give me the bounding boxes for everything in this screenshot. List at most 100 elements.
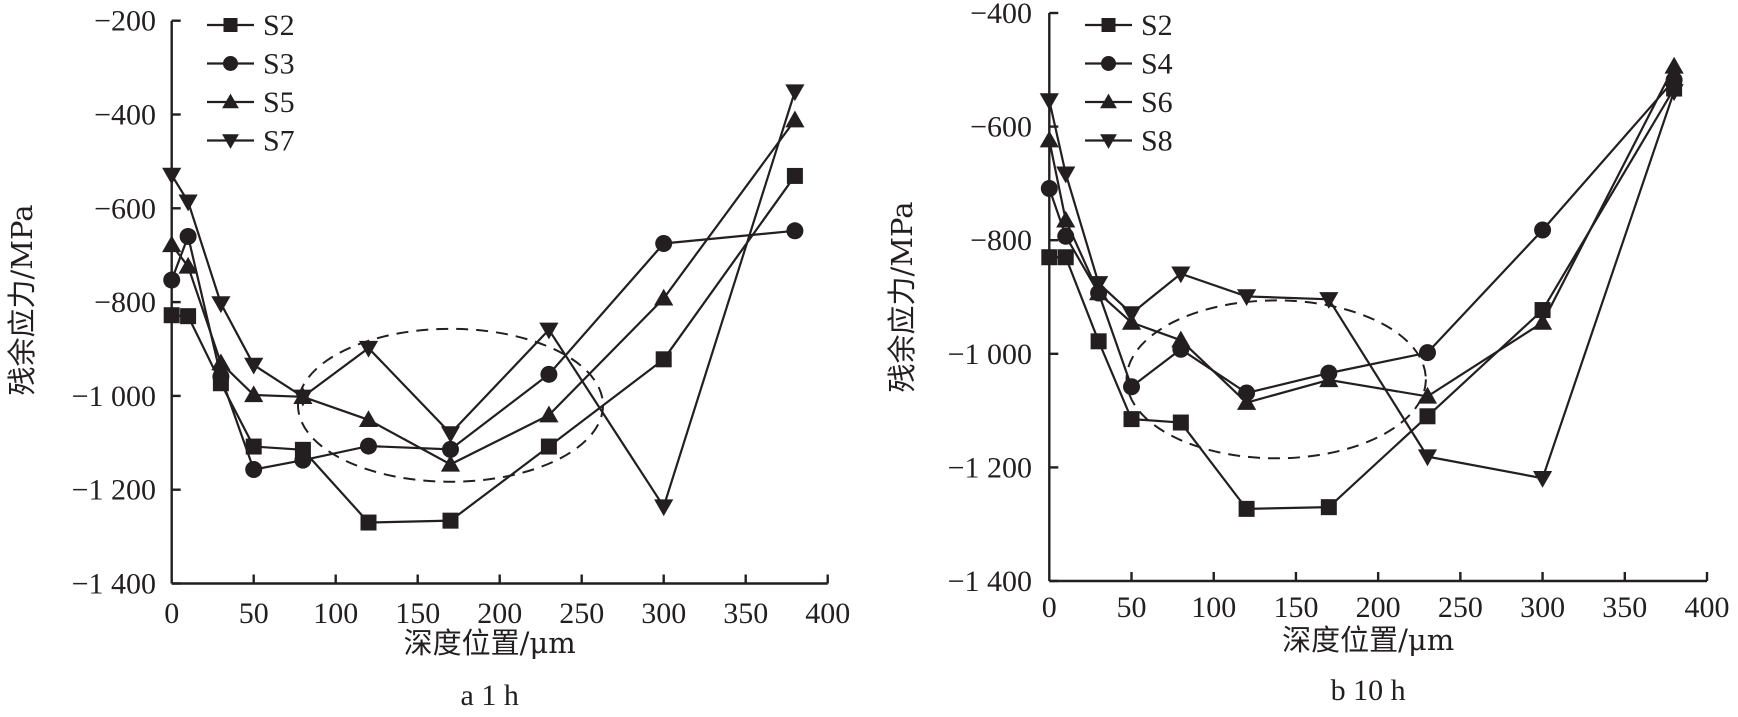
data-point-S2-4 (1172, 414, 1189, 431)
data-point-S8-6 (1319, 292, 1339, 309)
series-line-S5 (170, 119, 796, 466)
legend-item-S7: S7 (207, 125, 295, 158)
x-tick-label: 200 (477, 597, 522, 630)
legend-marker-S6 (1100, 93, 1117, 109)
data-point-S2-3 (245, 438, 262, 455)
data-point-S2-2 (1090, 333, 1107, 350)
y-tick-label: −600 (970, 111, 1032, 144)
legend-item-S8: S8 (1085, 125, 1173, 158)
data-point-S5-2 (211, 353, 231, 371)
legend-label: S3 (263, 48, 295, 81)
data-point-S8-5 (1237, 289, 1257, 307)
legend-label: S6 (1141, 86, 1173, 119)
data-point-S2-3 (1123, 411, 1140, 428)
legend-marker-S2 (223, 18, 238, 32)
series-S3 (163, 222, 804, 479)
x-tick-label: 400 (1685, 591, 1730, 624)
data-point-S2-6 (1320, 499, 1337, 516)
x-tick-label: 250 (559, 597, 604, 630)
data-point-S6-9 (1664, 56, 1684, 74)
data-point-S8-4 (1171, 266, 1191, 284)
series-S2 (1041, 80, 1683, 517)
y-tick-label: −400 (970, 0, 1032, 30)
y-axis-title: 残余应力/MPa (5, 205, 39, 396)
series-line-S8 (1048, 91, 1676, 480)
legend-item-S2: S2 (1085, 9, 1173, 42)
y-tick-label: −1 400 (72, 568, 156, 601)
data-point-S2-0 (1041, 249, 1058, 266)
data-point-S7-3 (244, 357, 264, 375)
y-tick-label: −1 000 (948, 338, 1032, 371)
y-tick-label: −1 200 (72, 474, 156, 507)
legend-label: S4 (1141, 48, 1173, 81)
series-line-S7 (170, 91, 796, 510)
data-point-S6-7 (1417, 386, 1438, 404)
x-tick-label: 0 (164, 597, 179, 630)
series-line-S3 (170, 229, 796, 471)
data-point-S2-8 (655, 351, 672, 368)
y-axis-title: 残余应力/MPa (885, 202, 919, 393)
data-point-S7-2 (211, 296, 231, 314)
y-tick-label: −800 (94, 286, 156, 319)
x-axis-title: 深度位置/μm (404, 626, 576, 660)
legend-marker-S2 (1101, 18, 1116, 32)
legend-marker-S8 (1100, 134, 1117, 149)
legend-item-S5: S5 (207, 86, 295, 119)
data-point-S7-7 (539, 322, 559, 340)
data-point-S8-8 (1532, 470, 1553, 488)
data-point-S3-8 (655, 234, 673, 252)
legend-marker-S7 (222, 134, 239, 149)
data-point-S4-1 (1057, 227, 1075, 245)
data-point-S8-7 (1417, 449, 1438, 467)
data-point-S6-8 (1532, 312, 1553, 330)
chart-panel-b-10h: −400 −600 −800 −1 000 −1 200 −1 400 0 50 100 150 2… (885, 0, 1730, 707)
data-point-S4-3 (1123, 378, 1141, 396)
data-point-S8-2 (1089, 276, 1109, 293)
data-point-S7-0 (162, 167, 182, 185)
data-point-S4-7 (1418, 344, 1436, 362)
data-point-S6-0 (1039, 130, 1059, 148)
x-tick-label: 150 (1273, 591, 1318, 624)
x-tick-label: 0 (1042, 591, 1057, 624)
data-point-S4-0 (1040, 180, 1058, 198)
data-point-S2-5 (360, 514, 377, 531)
data-point-S6-5 (1237, 393, 1257, 410)
data-point-S8-0 (1039, 93, 1059, 111)
series-S2 (163, 167, 803, 531)
data-point-S2-0 (163, 307, 180, 324)
y-tick-label: −200 (94, 5, 156, 38)
data-point-S5-1 (178, 256, 198, 274)
data-point-S2-7 (1419, 408, 1436, 425)
x-tick-label: 100 (1191, 591, 1236, 624)
legend-label: S2 (263, 9, 295, 42)
data-point-S3-9 (786, 222, 804, 240)
data-point-S2-7 (540, 438, 557, 455)
x-tick-label: 400 (805, 597, 850, 630)
data-point-S3-4 (294, 451, 312, 469)
panel-caption: b 10 h (1331, 674, 1406, 707)
x-tick-label: 350 (1602, 591, 1647, 624)
data-point-S5-6 (440, 454, 461, 472)
data-point-S5-7 (539, 405, 559, 423)
data-point-S3-6 (442, 440, 459, 458)
legend-label: S7 (263, 125, 295, 158)
data-point-S5-8 (654, 288, 674, 306)
legend-marker-S5 (222, 93, 239, 109)
data-point-S4-8 (1534, 221, 1552, 239)
panel-caption: a 1 h (461, 679, 519, 712)
series-line-S2 (171, 175, 796, 524)
data-point-S5-9 (785, 110, 805, 128)
data-point-S8-1 (1056, 166, 1076, 184)
legend-item-S4: S4 (1085, 48, 1173, 81)
y-tick-label: −1 000 (72, 380, 156, 413)
x-tick-label: 50 (1117, 591, 1147, 624)
highlight-ellipse (1125, 299, 1427, 460)
data-point-S6-1 (1056, 210, 1076, 228)
data-point-S2-1 (1057, 249, 1074, 266)
x-axis-title: 深度位置/μm (1282, 623, 1454, 657)
data-point-S2-9 (786, 167, 803, 184)
data-point-S3-0 (163, 271, 181, 289)
data-point-S3-2 (212, 368, 230, 386)
